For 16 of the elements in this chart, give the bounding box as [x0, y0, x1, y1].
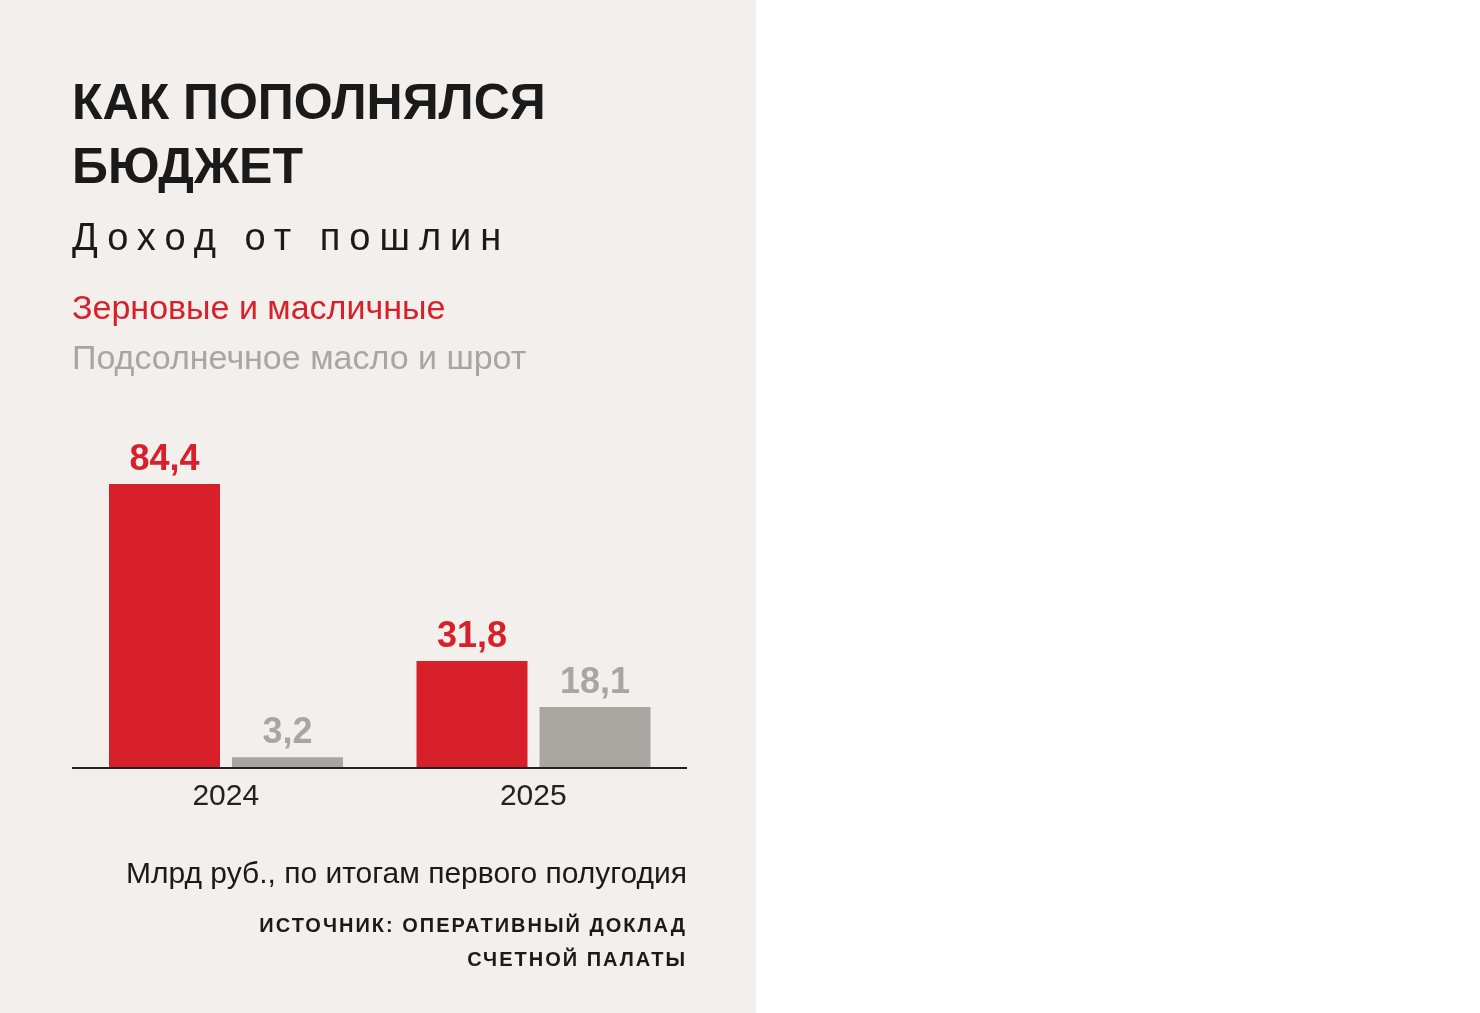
data-label: 3,2: [262, 710, 313, 752]
x-tick-label: 2025: [499, 778, 567, 812]
bar: [232, 757, 343, 768]
chart-subtitle: Доход от пошлин: [72, 216, 511, 259]
data-label: 18,1: [559, 660, 631, 702]
data-label: 84,4: [129, 437, 200, 478]
text: ИСТОЧНИК: ОПЕРАТИВНЫЙ ДОКЛАД СЧЕТНОЙ ПАЛАТЫ: [258, 912, 687, 972]
text: Подсолнечное масло и шрот: [72, 337, 527, 378]
bar: [539, 707, 651, 768]
x-tick-label: 2024: [192, 778, 260, 812]
text: Зерновые и масличные: [72, 287, 447, 328]
bar: [416, 661, 528, 768]
text: Млрд руб., по итогам первого полугодия: [125, 856, 687, 890]
chart-title: КАК ПОПОЛНЯЛСЯ БЮДЖЕТ: [72, 73, 547, 196]
bar: [109, 484, 220, 768]
data-label: 31,8: [436, 614, 508, 655]
